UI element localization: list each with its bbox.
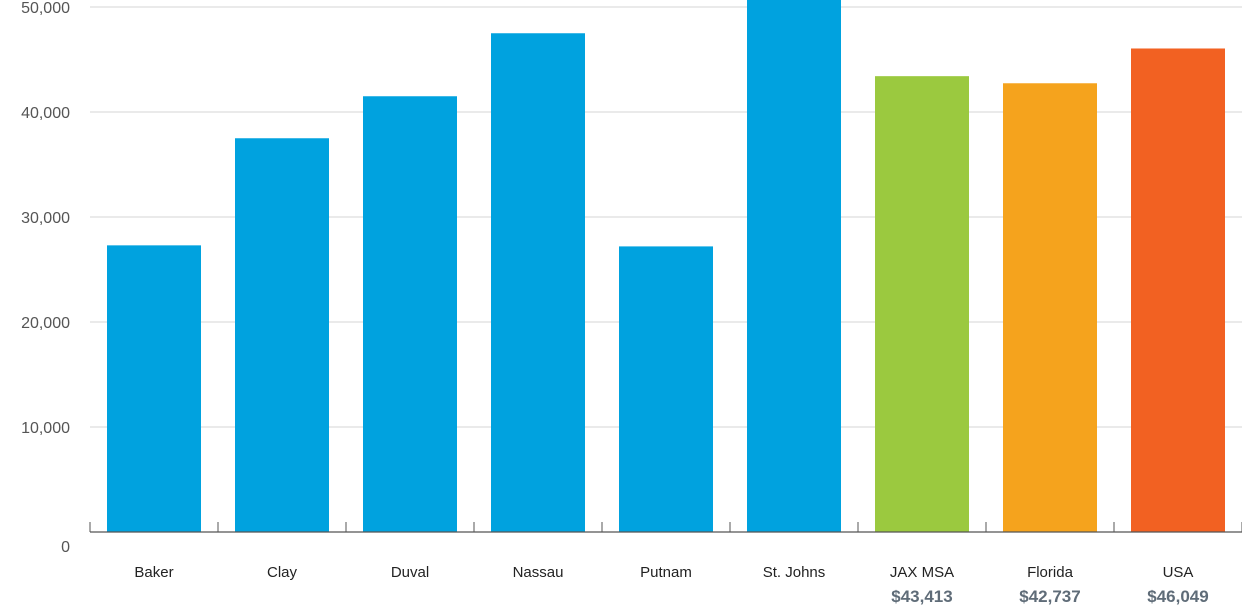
y-axis-tick-labels: 0 10,000 20,000 30,000 40,000 50,000 xyxy=(21,0,70,556)
bar xyxy=(747,0,841,532)
x-tick-label: Baker xyxy=(134,564,173,581)
x-tick-label: JAX MSA xyxy=(890,564,954,581)
x-axis-tick-labels: Baker Clay Duval Nassau Putnam St. Johns JAX M… xyxy=(134,564,1193,581)
bars xyxy=(107,0,1225,532)
x-axis xyxy=(89,522,1242,533)
y-tick-label: 50,000 xyxy=(21,0,70,17)
y-tick-label: 40,000 xyxy=(21,105,70,122)
y-tick-label: 20,000 xyxy=(21,315,70,332)
data-label: $43,413 xyxy=(891,587,952,606)
bar xyxy=(1131,48,1225,532)
y-tick-label: 10,000 xyxy=(21,420,70,437)
bar xyxy=(363,96,457,532)
bar xyxy=(619,246,713,532)
bar xyxy=(107,245,201,532)
x-tick-label: Duval xyxy=(391,564,429,581)
bar xyxy=(491,33,585,532)
x-tick-label: Florida xyxy=(1027,564,1074,581)
x-tick-label: Clay xyxy=(267,564,298,581)
x-tick-label: Nassau xyxy=(513,564,564,581)
data-label: $46,049 xyxy=(1147,587,1208,606)
bar xyxy=(235,138,329,532)
x-tick-label: USA xyxy=(1163,564,1194,581)
x-tick-label: St. Johns xyxy=(763,564,826,581)
bar xyxy=(875,76,969,532)
y-tick-label: 30,000 xyxy=(21,210,70,227)
x-tick-label: Putnam xyxy=(640,564,692,581)
bar xyxy=(1003,83,1097,532)
data-label: $42,737 xyxy=(1019,587,1080,606)
y-tick-label: 0 xyxy=(61,539,70,556)
data-labels: $43,413 $42,737 $46,049 xyxy=(891,587,1208,606)
